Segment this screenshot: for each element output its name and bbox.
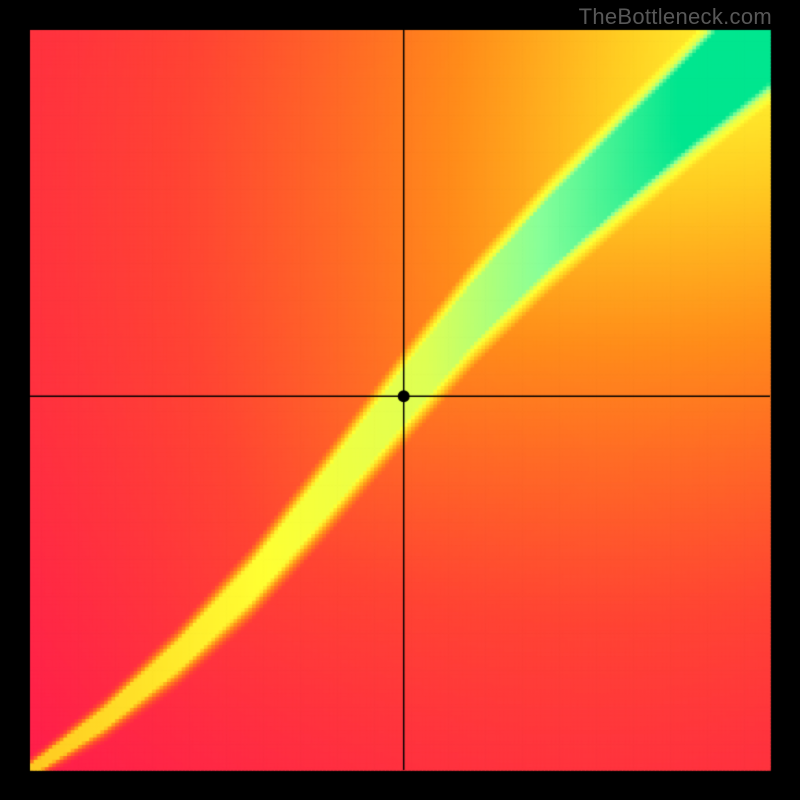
chart-frame: TheBottleneck.com — [0, 0, 800, 800]
bottleneck-heatmap-canvas — [0, 0, 800, 800]
